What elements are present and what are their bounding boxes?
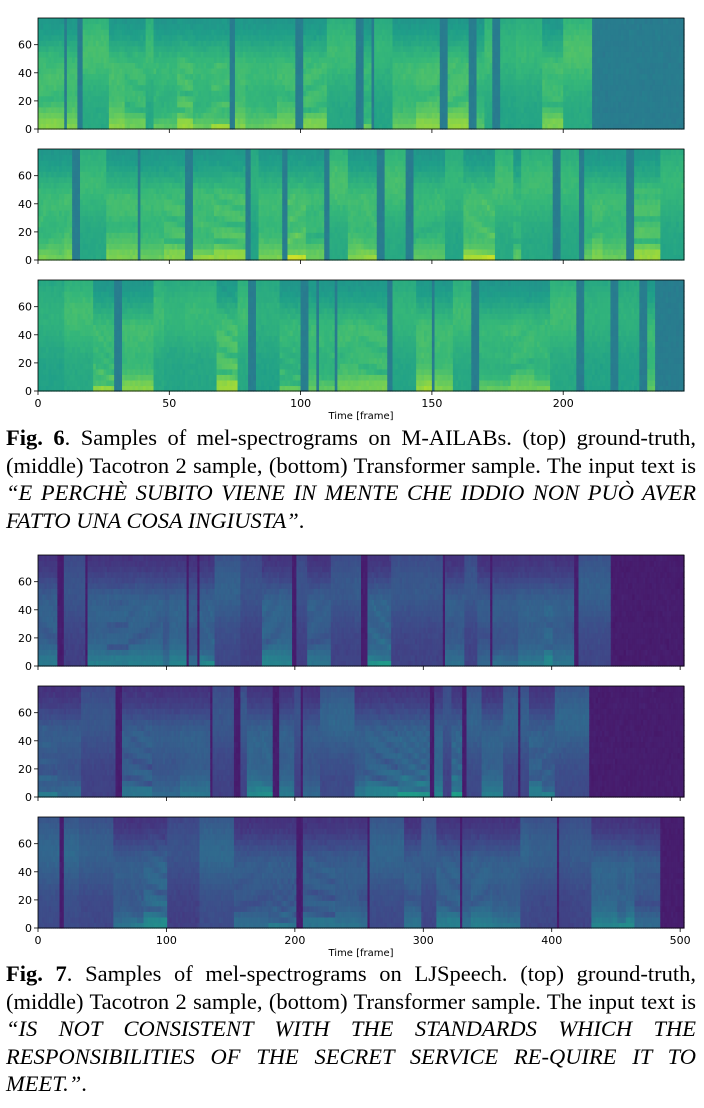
y-tick-label: 40 <box>18 735 32 748</box>
y-tick-label: 60 <box>18 707 32 720</box>
figure-7-input-text: “IS NOT CONSISTENT WITH THE STANDARDS WH… <box>6 1016 696 1096</box>
figure-6: 0 20 40 60 0 20 40 60 0 20 40 60 0 50 100 150 200 Time [f… <box>0 0 704 430</box>
spectrogram-panel-2: 0 20 40 60 <box>18 148 685 267</box>
x-axis-label: Time [frame] <box>327 411 393 422</box>
y-tick-label: 60 <box>18 301 32 314</box>
y-tick-label: 40 <box>18 604 32 617</box>
panel-frame <box>37 685 685 798</box>
x-tick-label: 0 <box>35 934 42 947</box>
spectrogram-panel-1: 0 20 40 60 <box>18 17 685 136</box>
panel-frame <box>37 279 685 392</box>
y-tick-label: 0 <box>25 123 32 136</box>
y-tick-label: 0 <box>25 254 32 267</box>
y-tick-label: 0 <box>25 922 32 935</box>
spectrogram-panel-3: 0 20 40 60 0 100 200 300 400 500 Time [frame] <box>18 816 691 959</box>
x-tick-label: 200 <box>553 397 574 410</box>
y-tick-label: 40 <box>18 329 32 342</box>
figure-7-caption-text: . Samples of mel-spectrograms on LJSpeec… <box>6 961 696 1014</box>
figure-6-chart: 0 20 40 60 0 20 40 60 0 20 40 60 0 50 100 150 200 Time [f… <box>18 17 685 422</box>
y-tick-label: 60 <box>18 170 32 183</box>
y-tick-label: 60 <box>18 838 32 851</box>
y-tick-label: 0 <box>25 385 32 398</box>
figure-7-caption-end: . <box>81 1071 87 1096</box>
y-tick-label: 20 <box>18 763 32 776</box>
y-tick-label: 20 <box>18 95 32 108</box>
figure-6-caption: Fig. 6. Samples of mel-spectrograms on M… <box>6 424 696 534</box>
x-tick-label: 400 <box>541 934 562 947</box>
x-axis-label: Time [frame] <box>327 948 393 959</box>
figure-7-caption: Fig. 7. Samples of mel-spectrograms on L… <box>6 960 696 1098</box>
x-tick-label: 300 <box>413 934 434 947</box>
panel-frame <box>37 148 685 261</box>
panel-frame <box>37 816 685 929</box>
figure-6-caption-end: . <box>299 508 305 533</box>
y-tick-label: 60 <box>18 39 32 52</box>
y-tick-label: 40 <box>18 198 32 211</box>
panel-frame <box>37 554 685 667</box>
figure-6-caption-text: . Samples of mel-spectrograms on M-AILAB… <box>6 425 696 478</box>
y-tick-label: 0 <box>25 791 32 804</box>
panel-frame <box>37 17 685 130</box>
y-tick-label: 20 <box>18 632 32 645</box>
figure-7: 0 20 40 60 0 20 40 60 0 20 40 60 0 100 200 300 400 500 Tim… <box>0 545 704 965</box>
y-tick-label: 20 <box>18 357 32 370</box>
x-tick-label: 200 <box>284 934 305 947</box>
x-tick-label: 100 <box>156 934 177 947</box>
y-tick-label: 0 <box>25 660 32 673</box>
x-tick-label: 150 <box>421 397 442 410</box>
figure-6-input-text: “E PERCHÈ SUBITO VIENE IN MENTE CHE IDDI… <box>6 480 696 533</box>
y-tick-label: 40 <box>18 67 32 80</box>
y-tick-label: 60 <box>18 576 32 589</box>
figure-7-label: Fig. 7 <box>6 961 67 986</box>
spectrogram-panel-1: 0 20 40 60 <box>18 554 685 673</box>
y-tick-label: 40 <box>18 866 32 879</box>
spectrogram-panel-2: 0 20 40 60 <box>18 685 685 804</box>
figure-6-label: Fig. 6 <box>6 425 65 450</box>
x-tick-label: 50 <box>162 397 176 410</box>
spectrogram-panel-3: 0 20 40 60 0 50 100 150 200 Time [frame] <box>18 279 685 422</box>
y-tick-label: 20 <box>18 894 32 907</box>
figure-7-chart: 0 20 40 60 0 20 40 60 0 20 40 60 0 100 200 300 400 500 Tim… <box>18 554 691 959</box>
x-tick-label: 100 <box>290 397 311 410</box>
y-tick-label: 20 <box>18 226 32 239</box>
x-tick-label: 0 <box>35 397 42 410</box>
x-tick-label: 500 <box>670 934 691 947</box>
